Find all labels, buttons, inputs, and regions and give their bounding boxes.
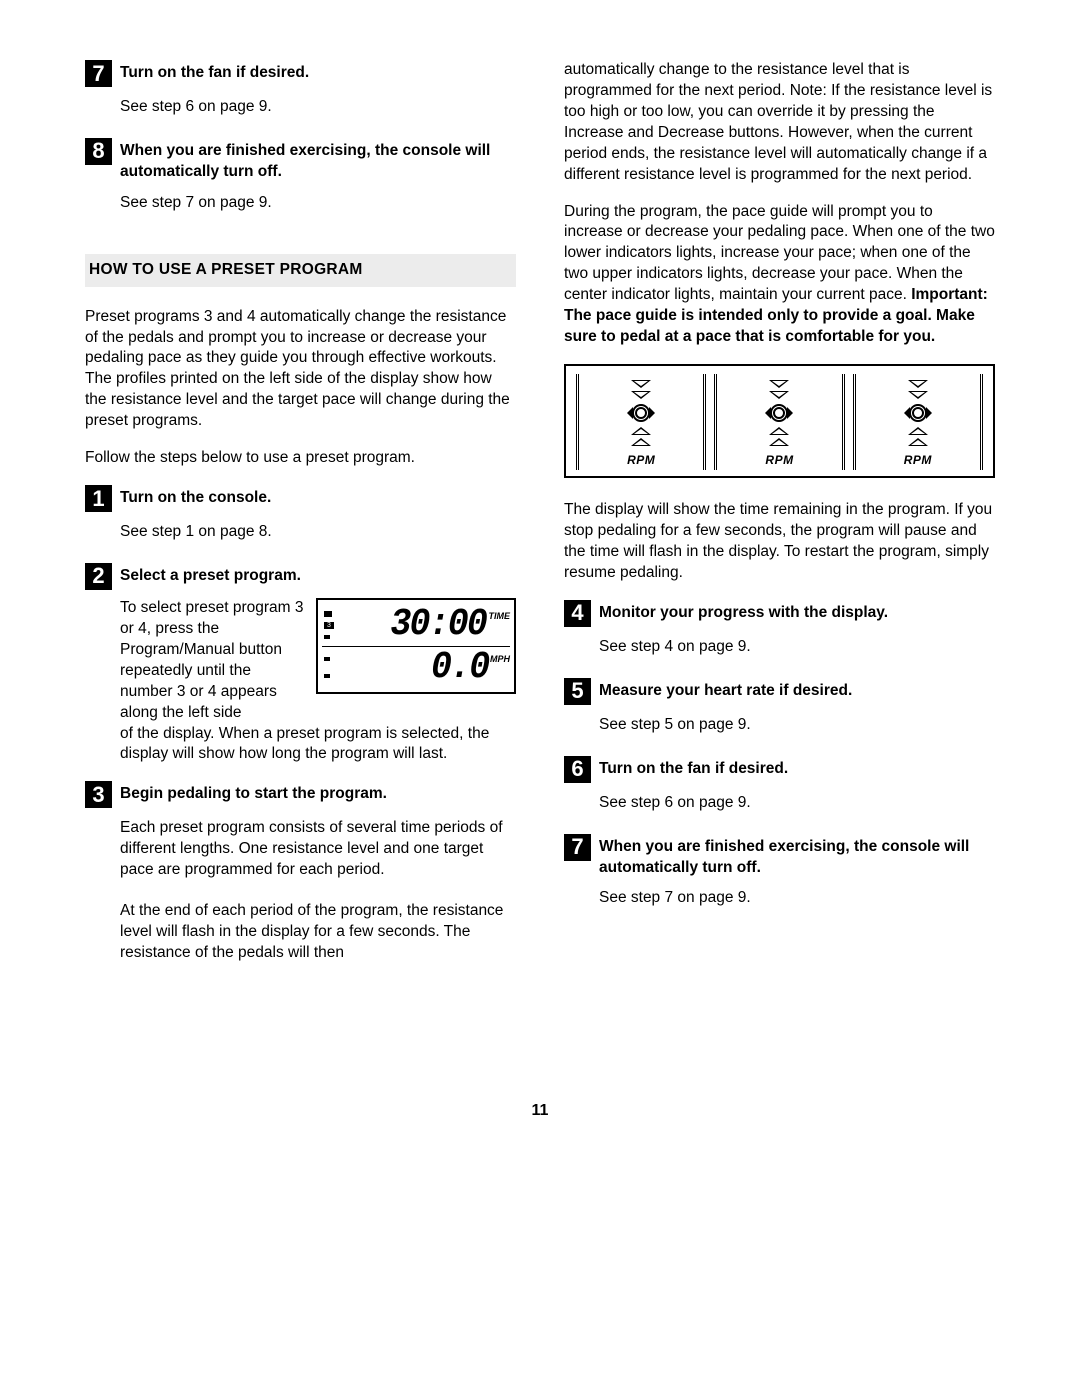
- step-title: Select a preset program.: [120, 563, 301, 587]
- rpm-label: RPM: [904, 452, 932, 468]
- right-step-7: 7 When you are finished exercising, the …: [564, 834, 995, 879]
- step-number-badge: 5: [564, 678, 591, 705]
- preset-step-1: 1 Turn on the console.: [85, 485, 516, 512]
- step3-p2: At the end of each period of the program…: [120, 901, 516, 964]
- step-title: Begin pedaling to start the program.: [120, 781, 387, 805]
- step-title: Turn on the fan if desired.: [120, 60, 309, 84]
- intro-paragraph: Preset programs 3 and 4 automatically ch…: [85, 307, 516, 433]
- step-title: Monitor your progress with the display.: [599, 600, 888, 624]
- rpm-indicator-unit: RPM: [853, 374, 983, 470]
- step-8-top: 8 When you are finished exercising, the …: [85, 138, 516, 183]
- lcd-mph-label: MPH: [490, 647, 510, 665]
- left-column: 7 Turn on the fan if desired. See step 6…: [85, 60, 516, 980]
- rpm-label: RPM: [765, 452, 793, 468]
- rpm-label: RPM: [627, 452, 655, 468]
- lcd-row-mph: 0.0 MPH: [322, 646, 510, 688]
- step-body: See step 6 on page 9.: [120, 97, 516, 118]
- pace-down-fast-icon: [631, 380, 651, 388]
- intro-paragraph-2: Follow the steps below to use a preset p…: [85, 448, 516, 469]
- pace-target-icon: [765, 402, 793, 424]
- pace-down-icon: [908, 391, 928, 399]
- lcd-mph-value: 0.0: [431, 642, 488, 693]
- lcd-side-markers: [324, 651, 338, 684]
- pace-target-icon: [627, 402, 655, 424]
- step-title: Measure your heart rate if desired.: [599, 678, 852, 702]
- lcd-marker: [324, 611, 332, 617]
- right-step-4: 4 Monitor your progress with the display…: [564, 600, 995, 627]
- lcd-display-diagram: 3 30:00 TIME 0.0 MPH: [316, 598, 516, 694]
- step-number-badge: 7: [85, 60, 112, 87]
- pace-down-fast-icon: [908, 380, 928, 388]
- step-body: See step 6 on page 9.: [599, 793, 995, 814]
- step-body: See step 1 on page 8.: [120, 522, 516, 543]
- preset-step-3: 3 Begin pedaling to start the program.: [85, 781, 516, 808]
- pace-up-fast-icon: [631, 438, 651, 446]
- right-column: automatically change to the resistance l…: [564, 60, 995, 980]
- step-title: When you are finished exercising, the co…: [120, 138, 516, 183]
- preset-step-2: 2 Select a preset program.: [85, 563, 516, 590]
- step2-continuation: of the display. When a preset program is…: [120, 724, 516, 766]
- pace-down-icon: [769, 391, 789, 399]
- lcd-time-label: TIME: [489, 604, 511, 622]
- lcd-marker: [324, 635, 330, 639]
- pace-up-icon: [908, 427, 928, 435]
- step-title: Turn on the fan if desired.: [599, 756, 788, 780]
- pace-up-fast-icon: [769, 438, 789, 446]
- step-number-badge: 3: [85, 781, 112, 808]
- lcd-program-indicator: 3: [324, 622, 334, 629]
- step-number-badge: 1: [85, 485, 112, 512]
- step2-content: To select preset program 3 or 4, press t…: [120, 598, 516, 724]
- lcd-side-markers: 3: [324, 608, 338, 642]
- step-title: When you are finished exercising, the co…: [599, 834, 995, 879]
- right-step-5: 5 Measure your heart rate if desired.: [564, 678, 995, 705]
- step-title: Turn on the console.: [120, 485, 271, 509]
- step-number-badge: 6: [564, 756, 591, 783]
- right-cont-p1: automatically change to the resistance l…: [564, 60, 995, 186]
- step-number-badge: 8: [85, 138, 112, 165]
- page-number: 11: [85, 1100, 995, 1122]
- page-columns: 7 Turn on the fan if desired. See step 6…: [85, 60, 995, 980]
- step3-p1: Each preset program consists of several …: [120, 818, 516, 881]
- step-7-top: 7 Turn on the fan if desired.: [85, 60, 516, 87]
- step2-side-text: To select preset program 3 or 4, press t…: [120, 598, 304, 724]
- step-number-badge: 2: [85, 563, 112, 590]
- pace-up-fast-icon: [908, 438, 928, 446]
- rpm-indicator-unit: RPM: [576, 374, 706, 470]
- pace-down-icon: [631, 391, 651, 399]
- pace-up-icon: [631, 427, 651, 435]
- step-body: See step 7 on page 9.: [599, 888, 995, 909]
- right-step-6: 6 Turn on the fan if desired.: [564, 756, 995, 783]
- right-cont-p3: The display will show the time remaining…: [564, 500, 995, 584]
- step-number-badge: 4: [564, 600, 591, 627]
- lcd-marker: [324, 674, 330, 678]
- lcd-marker: [324, 657, 330, 661]
- step-body: See step 7 on page 9.: [120, 193, 516, 214]
- section-header: HOW TO USE A PRESET PROGRAM: [85, 254, 516, 287]
- right-cont-p2: During the program, the pace guide will …: [564, 202, 995, 348]
- rpm-indicator-unit: RPM: [714, 374, 844, 470]
- pace-down-fast-icon: [769, 380, 789, 388]
- pace-up-icon: [769, 427, 789, 435]
- step-body: See step 5 on page 9.: [599, 715, 995, 736]
- step-number-badge: 7: [564, 834, 591, 861]
- step-body: See step 4 on page 9.: [599, 637, 995, 658]
- lcd-row-time: 3 30:00 TIME: [322, 604, 510, 646]
- pace-target-icon: [904, 402, 932, 424]
- rpm-pace-guide-diagram: RPM RPM RPM: [564, 364, 995, 478]
